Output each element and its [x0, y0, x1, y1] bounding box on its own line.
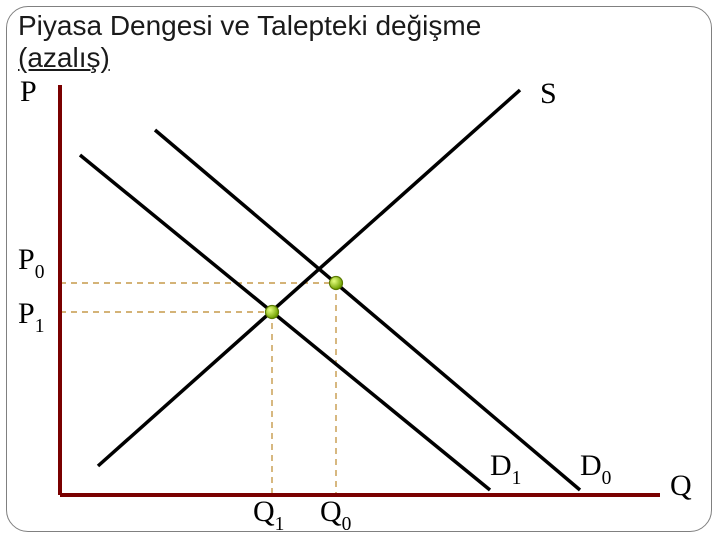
axis-label-p: P	[20, 75, 37, 109]
equilibrium-point-1	[266, 306, 279, 319]
axis-tick-p1: P1	[18, 297, 44, 336]
demand-curve-d0	[155, 130, 580, 490]
axis-tick-q0: Q0	[320, 495, 351, 534]
curve-label-d0: D0	[580, 449, 611, 488]
supply-curve	[98, 90, 520, 466]
supply-demand-chart	[0, 0, 720, 540]
axis-tick-q1: Q1	[253, 495, 284, 534]
equilibrium-point-0	[330, 277, 343, 290]
demand-curve-d1	[80, 155, 490, 490]
curve-label-d1: D1	[490, 449, 521, 488]
axis-label-q: Q	[670, 469, 692, 503]
axis-tick-p0: P0	[18, 243, 44, 282]
curve-label-s: S	[540, 77, 557, 111]
